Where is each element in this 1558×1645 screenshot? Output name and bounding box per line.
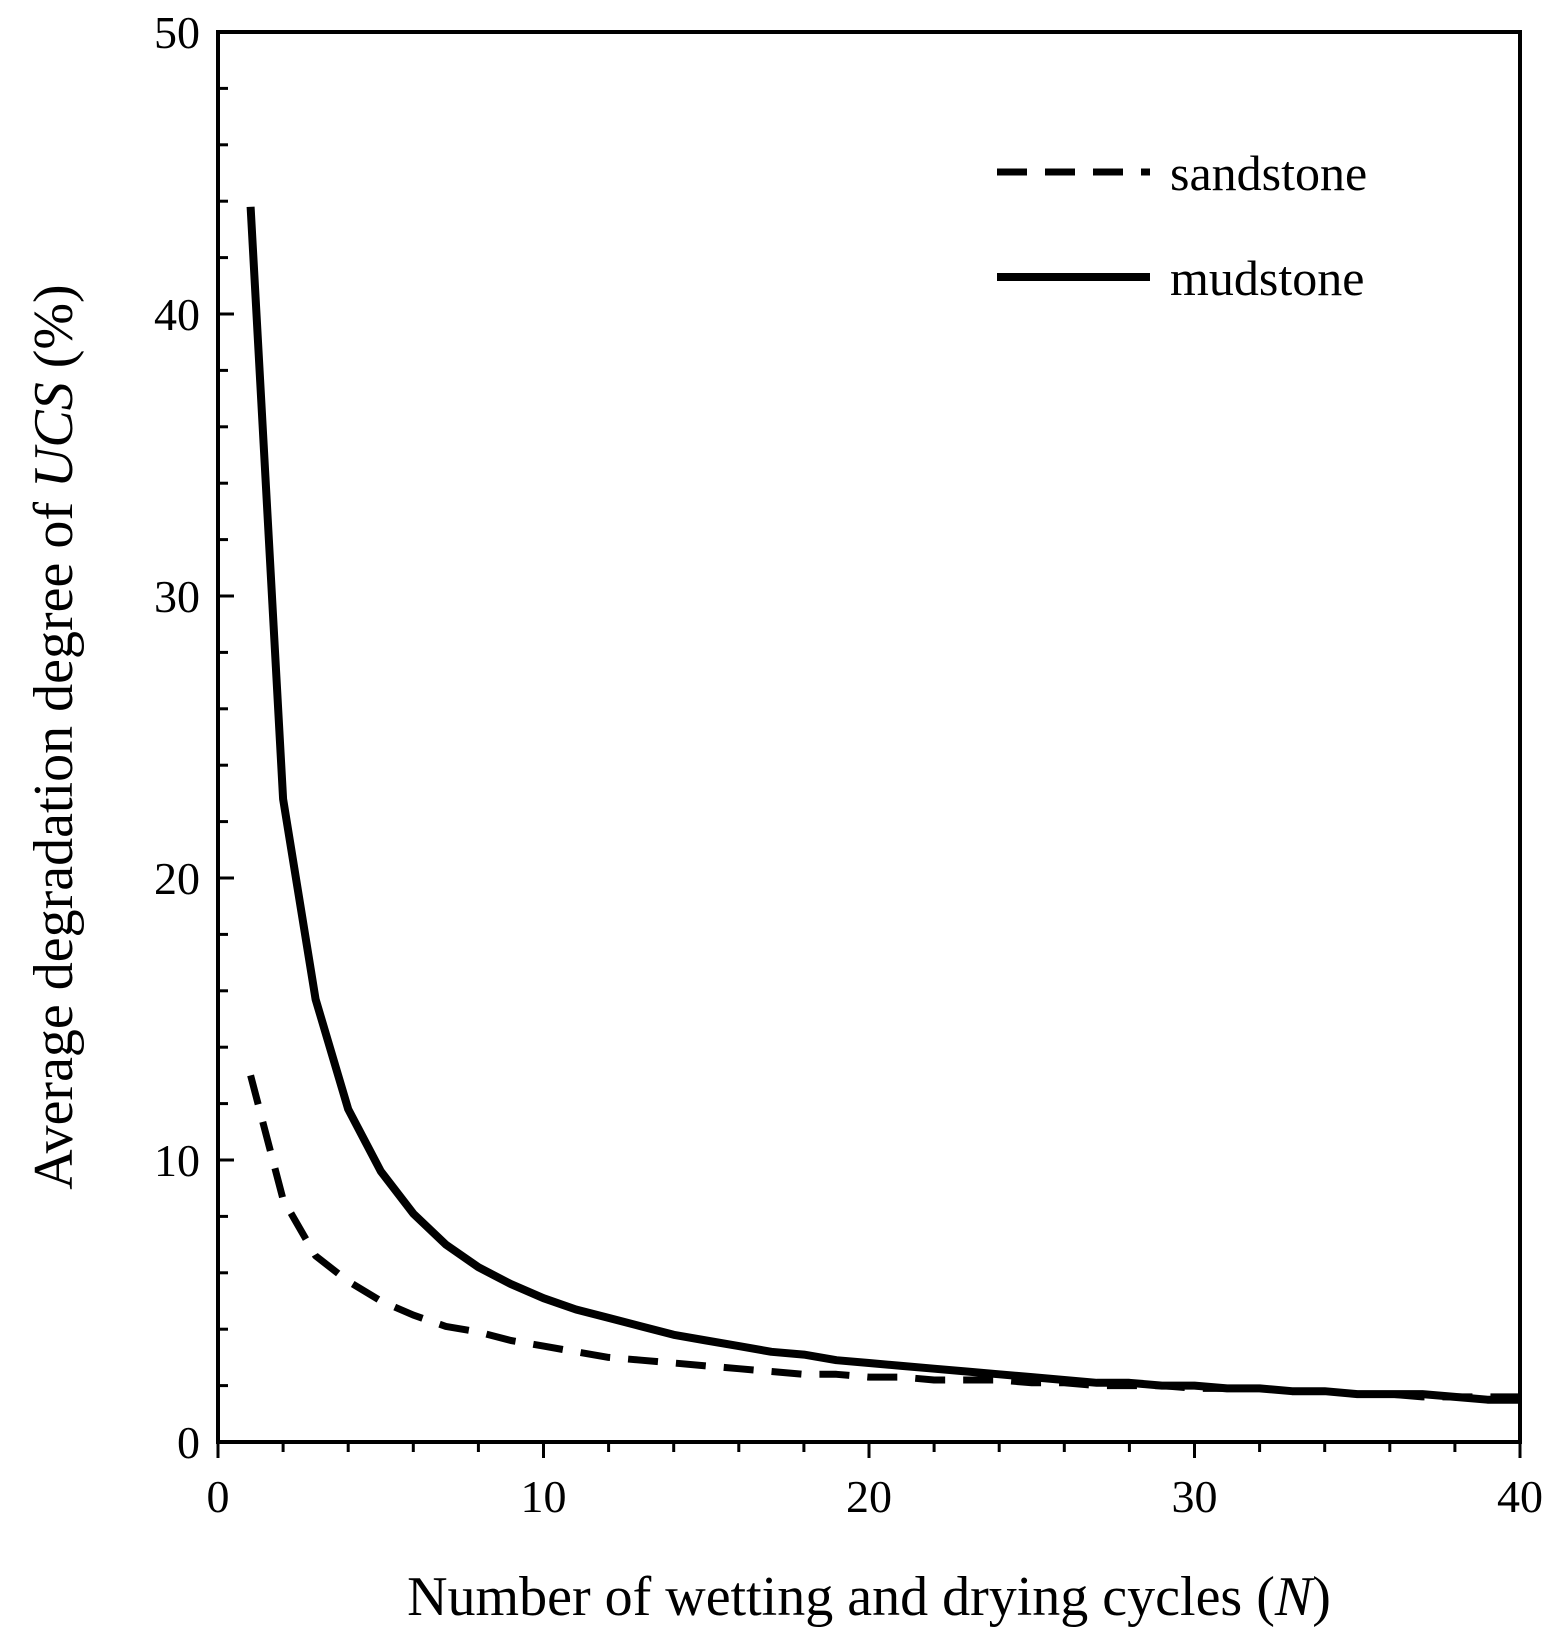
axis-ticks (216, 30, 1522, 1458)
y-axis-title-variable: UCS (23, 382, 85, 488)
x-tick-label: 10 (521, 1471, 567, 1522)
y-tick-label: 20 (154, 853, 200, 904)
y-tick-label: 10 (154, 1135, 200, 1186)
y-tick-label: 30 (154, 571, 200, 622)
y-axis-title: Average degradation degree of UCS (%) (23, 284, 85, 1189)
y-tick-label: 0 (177, 1417, 200, 1468)
plot-frame (216, 30, 1522, 1444)
x-tick-label: 0 (207, 1471, 230, 1522)
x-axis-title-text: Number of wetting and drying cycles ( (407, 1566, 1275, 1628)
tick-labels: 0 10 20 30 40 50 0 10 20 30 40 (154, 7, 1543, 1522)
x-axis-title: Number of wetting and drying cycles (N) (407, 1566, 1331, 1628)
x-tick-label: 20 (846, 1471, 892, 1522)
y-tick-label: 50 (154, 7, 200, 58)
x-tick-label: 30 (1172, 1471, 1218, 1522)
legend-label-sandstone: sandstone (1170, 145, 1367, 201)
series-lines (246, 206, 1520, 1404)
x-tick-label: 40 (1497, 1471, 1543, 1522)
y-axis-title-close: (%) (23, 284, 85, 382)
legend-label-mudstone: mudstone (1170, 250, 1364, 306)
y-axis-title-text: Average degradation degree of (23, 488, 85, 1190)
y-tick-label: 40 (154, 289, 200, 340)
x-axis-title-close: ) (1312, 1566, 1331, 1628)
legend: sandstone mudstone (997, 145, 1367, 306)
series-line-mudstone (246, 206, 1520, 1404)
x-axis-title-variable: N (1274, 1566, 1315, 1628)
